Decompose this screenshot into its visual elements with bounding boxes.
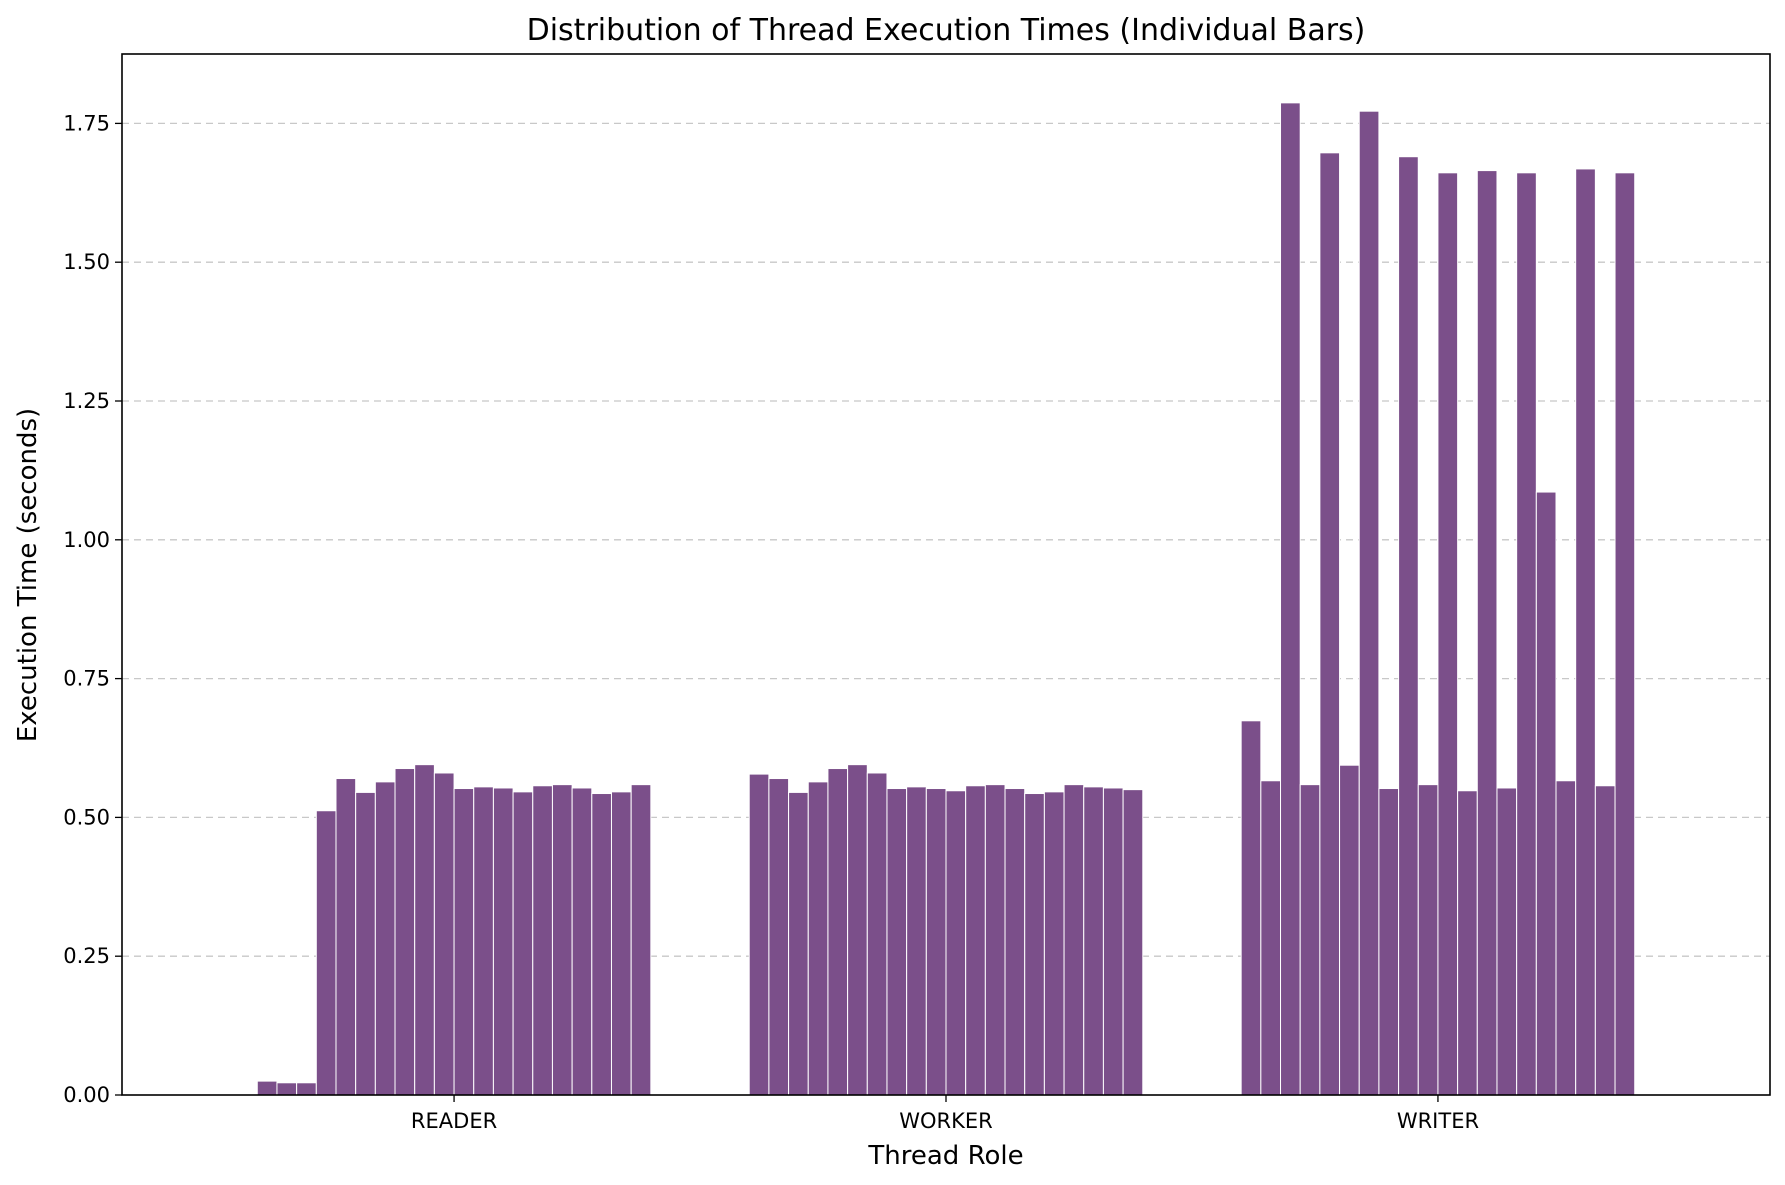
bar-writer-15	[1516, 172, 1537, 1096]
bar-worker-1	[748, 773, 770, 1096]
bar-worker-8	[886, 788, 908, 1096]
bar-worker-15	[1024, 793, 1045, 1096]
y-tick-label: 0.25	[63, 944, 110, 968]
y-axis-label: Execution Time (seconds)	[13, 408, 43, 742]
y-tick-label: 1.25	[63, 389, 110, 413]
bar-writer-18	[1575, 168, 1596, 1096]
bar-reader-2	[276, 1082, 298, 1096]
bar-reader-6	[355, 791, 376, 1096]
bar-writer-8	[1378, 788, 1400, 1096]
y-tick-label: 0.75	[63, 667, 110, 691]
bar-worker-13	[984, 784, 1006, 1096]
bar-reader-15	[532, 785, 553, 1096]
bar-reader-9	[414, 764, 435, 1096]
bar-reader-7	[374, 781, 396, 1096]
bar-writer-5	[1319, 152, 1341, 1096]
bar-worker-11	[945, 790, 967, 1096]
x-tick-label: WRITER	[1397, 1109, 1479, 1133]
y-axis-ticks: 0.00 0.25 0.50 0.75 1.00 1.25 1.50 1.75	[63, 111, 122, 1107]
bar-reader-4	[315, 810, 337, 1096]
bar-writer-1	[1240, 720, 1262, 1096]
bar-worker-2	[768, 778, 790, 1096]
bar-worker-4	[807, 781, 829, 1096]
bar-reader-17	[571, 787, 593, 1096]
bar-worker-17	[1063, 784, 1085, 1096]
bar-reader-20	[630, 784, 652, 1096]
bar-worker-10	[925, 788, 947, 1096]
bar-worker-12	[965, 785, 986, 1096]
bar-writer-9	[1398, 156, 1419, 1096]
bar-writer-17	[1555, 780, 1577, 1096]
bar-writer-12	[1457, 790, 1478, 1096]
bar-worker-5	[827, 768, 849, 1096]
bar-worker-3	[788, 791, 809, 1096]
bar-worker-19	[1102, 787, 1124, 1096]
bar-reader-1	[256, 1080, 278, 1096]
bar-worker-7	[866, 772, 888, 1096]
bar-writer-3	[1280, 102, 1301, 1096]
bar-reader-14	[512, 791, 534, 1096]
x-tick-label: READER	[411, 1109, 497, 1133]
y-tick-label: 1.75	[63, 111, 110, 135]
x-tick-label: WORKER	[899, 1109, 993, 1133]
bar-worker-6	[847, 764, 868, 1096]
bar-worker-16	[1043, 791, 1065, 1096]
bar-worker-9	[906, 786, 927, 1096]
bar-reader-8	[394, 768, 416, 1096]
bar-reader-12	[473, 786, 494, 1096]
bar-writer-19	[1594, 785, 1616, 1096]
bar-writer-10	[1417, 784, 1439, 1096]
bar-writer-13	[1476, 170, 1498, 1096]
bar-reader-16	[551, 784, 573, 1096]
bar-worker-20	[1122, 789, 1144, 1096]
bar-writer-4	[1299, 784, 1321, 1096]
y-tick-label: 1.00	[63, 528, 110, 552]
bar-reader-10	[433, 772, 455, 1096]
bar-reader-18	[591, 793, 612, 1096]
bar-reader-5	[335, 778, 357, 1096]
bars	[256, 102, 1636, 1096]
bar-worker-18	[1083, 786, 1104, 1096]
x-axis-ticks: READER WORKER WRITER	[411, 1095, 1479, 1133]
bar-writer-11	[1437, 172, 1459, 1096]
bar-reader-19	[610, 791, 632, 1096]
x-axis-label: Thread Role	[867, 1141, 1023, 1171]
bar-writer-20	[1614, 172, 1636, 1096]
bar-reader-11	[453, 788, 475, 1096]
bar-writer-7	[1358, 110, 1380, 1096]
y-tick-label: 0.50	[63, 805, 110, 829]
y-tick-label: 1.50	[63, 250, 110, 274]
bar-writer-16	[1535, 491, 1557, 1096]
y-tick-label: 0.00	[63, 1083, 110, 1107]
bar-writer-2	[1260, 780, 1282, 1096]
bar-reader-13	[492, 787, 514, 1096]
chart-title: Distribution of Thread Execution Times (…	[527, 13, 1366, 48]
bar-writer-6	[1339, 764, 1360, 1096]
bar-reader-3	[296, 1082, 317, 1096]
bar-writer-14	[1496, 787, 1518, 1096]
bar-worker-14	[1004, 788, 1026, 1096]
